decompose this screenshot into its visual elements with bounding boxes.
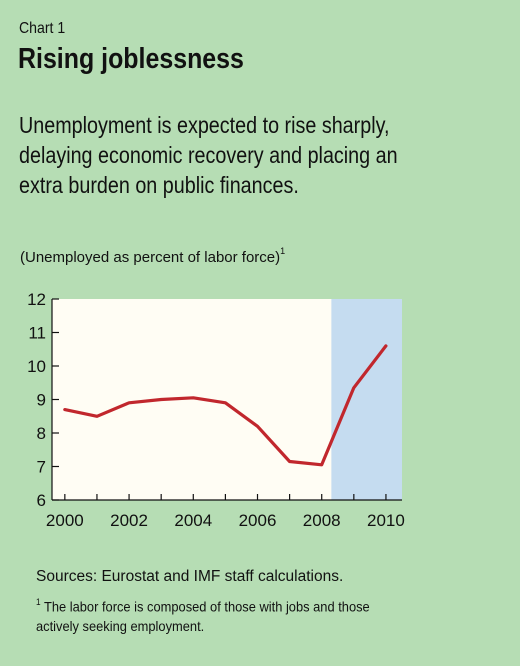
footnote-mark: 1 [36,597,41,607]
series-line-unemployment [63,344,388,467]
footnote-line: actively seeking employment. [36,617,205,634]
chart-title: Rising joblessness [18,43,244,75]
y-tick-label: 11 [28,324,46,343]
subtitle-line: extra burden on public finances. [19,172,299,198]
chart-subtitle: Unemployment is expected to rise sharply… [19,110,489,200]
y-tick-label: 6 [37,491,46,510]
x-tick-label: 2010 [367,511,405,530]
line-chart: 6 7 8 9 10 11 12 2000 2002 2004 2006 2008 2010 [27,290,405,530]
unit-footnote-mark: 1 [280,246,286,256]
x-tick-label: 2008 [303,511,341,530]
x-tick-label: 2004 [174,511,212,530]
unit-label: (Unemployed as percent of labor force)1 [20,246,286,266]
subtitle-line: Unemployment is expected to rise sharply… [19,112,390,138]
x-tick-label: 2006 [239,511,277,530]
sources-note: Sources: Eurostat and IMF staff calculat… [36,568,344,585]
y-tick-label: 8 [37,424,46,443]
chart-number: Chart 1 [19,20,66,37]
footnote-line: 1 The labor force is composed of those w… [36,594,459,617]
footnote: 1 The labor force is composed of those w… [36,594,459,636]
unit-label-text: (Unemployed as percent of labor force) [20,249,281,266]
y-tick-label: 10 [27,357,46,376]
subtitle-line: delaying economic recovery and placing a… [19,142,398,168]
footnote-text: The labor force is composed of those wit… [43,598,370,615]
projection-shading [331,299,402,500]
y-tick-label: 7 [37,458,46,477]
x-tick-label: 2000 [46,511,84,530]
y-tick-label: 9 [37,391,46,410]
x-tick-label: 2002 [110,511,148,530]
y-tick-label: 12 [27,290,46,309]
